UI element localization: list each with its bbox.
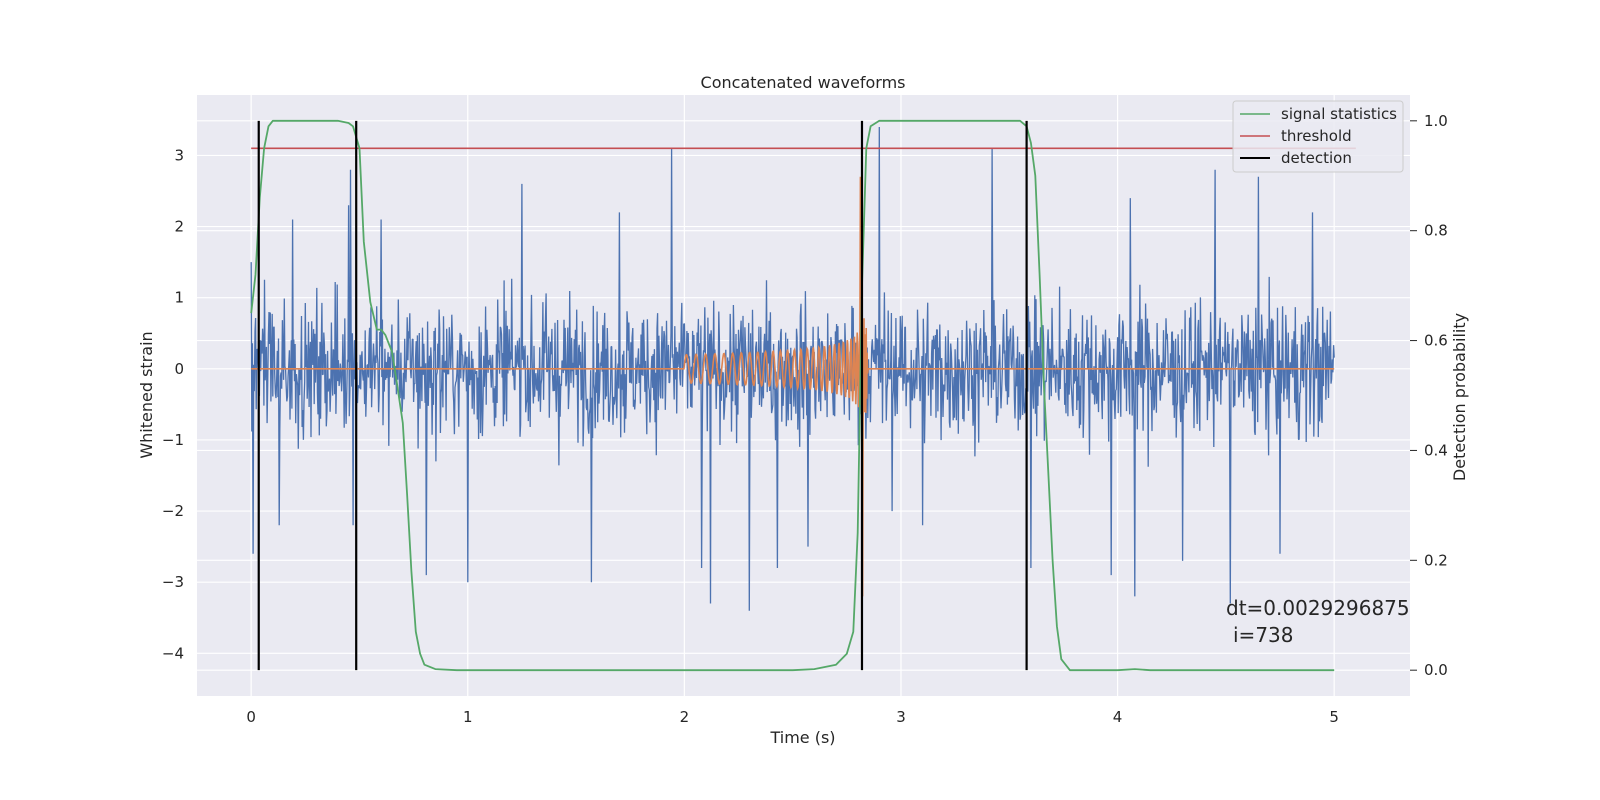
x-tick-label: 4 (1113, 708, 1123, 726)
left-y-tick-label: −1 (162, 431, 184, 449)
legend-label-detection: detection (1281, 149, 1352, 167)
right-y-axis-label: Detection probability (1450, 313, 1469, 481)
left-y-tick-label: 2 (174, 218, 184, 236)
legend: signal statistics threshold detection (1232, 100, 1404, 173)
annotation-index: i=738 (1233, 623, 1294, 647)
right-y-tick-label: 0.2 (1424, 551, 1448, 569)
right-y-tick-label: 1.0 (1424, 112, 1448, 130)
right-y-axis-ticks: 0.0 0.2 0.4 0.6 0.8 1.0 (1410, 112, 1448, 679)
chart-title: Concatenated waveforms (701, 73, 906, 92)
left-y-tick-label: 0 (174, 360, 184, 378)
strain-noise-line (250, 126, 1335, 611)
x-tick-label: 3 (896, 708, 906, 726)
x-tick-label: 2 (680, 708, 690, 726)
chirp-waveform-series (251, 176, 1335, 597)
left-y-tick-label: −3 (162, 573, 184, 591)
legend-box (1232, 100, 1404, 173)
signal-statistics-series (250, 119, 1335, 672)
x-tick-label: 5 (1329, 708, 1339, 726)
x-axis-label: Time (s) (769, 728, 835, 747)
signal-statistics-line (250, 119, 1335, 672)
left-y-tick-label: −2 (162, 502, 184, 520)
detection-series (257, 120, 1028, 671)
x-axis-ticks: 0 1 2 3 4 5 (246, 708, 1339, 726)
chirp-waveform-line (251, 176, 1335, 597)
x-tick-label: 0 (246, 708, 256, 726)
right-y-tick-label: 0.4 (1424, 441, 1448, 459)
right-y-tick-label: 0.6 (1424, 332, 1448, 350)
left-y-axis-label: Whitened strain (137, 331, 156, 458)
right-y-tick-label: 0.8 (1424, 222, 1448, 240)
left-y-tick-label: −4 (162, 644, 184, 662)
left-y-tick-label: 1 (174, 289, 184, 307)
left-y-tick-label: 3 (174, 146, 184, 164)
left-y-axis-ticks: −4 −3 −2 −1 0 1 2 3 (162, 146, 184, 662)
annotation-dt: dt=0.0029296875 (1226, 596, 1410, 620)
strain-noise-series (250, 126, 1335, 611)
x-tick-label: 1 (463, 708, 473, 726)
legend-label-signal-statistics: signal statistics (1281, 105, 1397, 123)
right-y-tick-label: 0.0 (1424, 661, 1448, 679)
legend-label-threshold: threshold (1281, 127, 1352, 145)
